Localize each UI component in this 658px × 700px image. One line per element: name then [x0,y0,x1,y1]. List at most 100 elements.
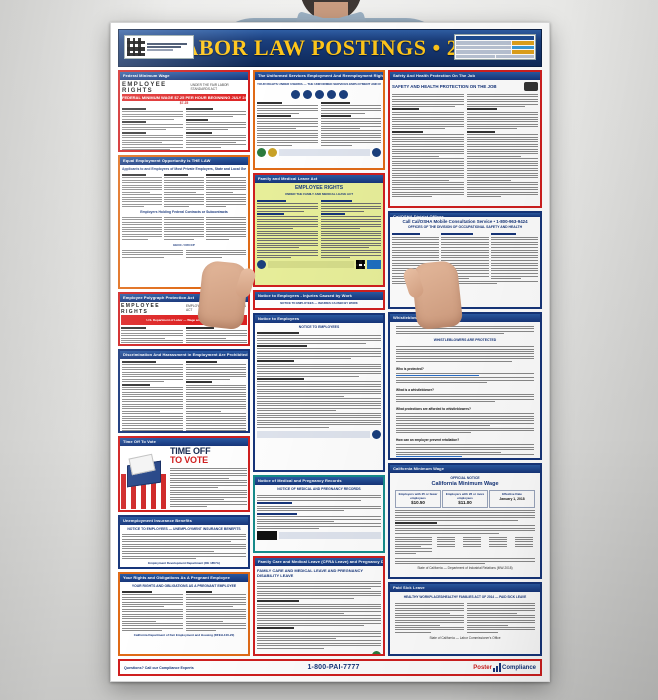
fmla-kicker: EMPLOYEE RIGHTS [294,185,344,191]
block-whistleblowers-are-protected: Whistleblowers Are Protected WHISTLEBLOW… [388,312,542,460]
paid-sick-leave-subtitle: HEALTHY WORKPLACES/HEALTHY FAMILIES ACT … [403,595,527,599]
vote-illustration [121,447,167,509]
whistleblowers-q4: How can an employer prevent retaliation? [396,438,460,443]
ui-agency: Employment Development Department (DE 18… [148,560,220,565]
block-header-safety-health: Safety And Health Protection On The Job [390,72,540,80]
poster-column-middle: The Uniformed Services Employment And Re… [253,70,385,656]
medical-records-subtitle: NOTICE OF MEDICAL AND PREGNANCY RECORDS [277,487,361,491]
block-header-time-off-to-vote: Time Off To Vote [120,438,248,446]
dfeh-seal-icon [372,650,381,654]
minimum-wage-table: Employers with 25 or fewer employees $10… [395,490,535,508]
block-header-medical-records: Notice of Medical and Pregnancy Records [255,477,383,485]
ca-minwage-title: California Minimum Wage [431,481,499,487]
block-federal-minimum-wage: Federal Minimum Wage EMPLOYEE RIGHTS UND… [118,70,250,152]
block-unemployment-insurance-benefits: Unemployment Insurance Benefits NOTICE T… [118,515,250,569]
kicker-employee-rights: EMPLOYEE RIGHTS [122,82,167,94]
block-header-notice-to-employees: Notice to Employees [255,315,383,323]
block-time-off-to-vote: Time Off To Vote TIME OFF TO VOTE [118,436,250,512]
whd-logo-icon [367,259,381,269]
vets-seal-icon [257,147,266,157]
compliance-certificate-box [454,34,536,60]
cal-osha-mark-icon [524,82,538,91]
posting-grid: Federal Minimum Wage EMPLOYEE RIGHTS UND… [118,70,542,656]
service-seal-coastguard-icon [338,90,348,99]
dol-seal-fmla-icon [257,259,266,269]
block-header-discrimination: Discrimination And Harassment in Employm… [120,351,248,359]
block-notice-medical-pregnancy-records: Notice of Medical and Pregnancy Records … [253,475,385,553]
ui-subtitle: NOTICE TO EMPLOYEES — UNEMPLOYMENT INSUR… [127,527,241,531]
fmla-kicker-sub: UNDER THE FAMILY AND MEDICAL LEAVE ACT [284,192,354,196]
labor-law-poster: LABOR LAW POSTINGS • 2018 Federal Minimu… [110,22,550,682]
block-header-cfra: Family Care and Medical Leave (CFRA Leav… [255,558,383,566]
userra-subtitle: YOUR RIGHTS UNDER USERRA — THE UNIFORMED… [257,82,381,86]
pregnancy-subtitle: YOUR RIGHTS AND OBLIGATIONS AS A PREGNAN… [131,584,237,588]
injuries-subtitle: NOTICE TO EMPLOYEES — INJURIES CAUSED BY… [280,301,358,305]
block-header-fmla: Family and Medical Leave Act [255,175,383,183]
brand-logo: Poster Compliance [473,663,536,672]
table-cell-small-employer: Employers with 25 or fewer employees $10… [395,490,441,508]
safety-health-subtitle: SAFETY AND HEALTH PROTECTION ON THE JOB [392,83,497,89]
block-header-paid-sick-leave: Paid Sick Leave [390,584,540,592]
block-header-unemployment-insurance: Unemployment Insurance Benefits [120,517,248,525]
minimum-wage-bar: FEDERAL MINIMUM WAGE $7.25 PER HOUR BEGI… [122,94,246,101]
poster-banner: LABOR LAW POSTINGS • 2018 [118,29,542,67]
block-header-federal-minimum-wage: Federal Minimum Wage [120,72,248,80]
whistleblowers-subtitle: WHISTLEBLOWERS ARE PROTECTED [433,338,497,343]
cal-osha-offices-title: OFFICES OF THE DIVISION OF OCCUPATIONAL … [407,225,523,229]
block-header-california-minimum-wage: California Minimum Wage [390,465,540,473]
cal-osha-phone-line: Call Cal/OSHA Mobile Consultation Servic… [402,219,528,224]
kicker-employee-rights-polygraph: EMPLOYEE RIGHTS [121,303,160,315]
block-header-cal-osha-offices: Cal/OSHA District Offices [390,213,540,217]
eeo-agency: EEOC / OFCCP [173,242,195,247]
poster-column-left: Federal Minimum Wage EMPLOYEE RIGHTS UND… [118,70,250,656]
qr-code-label [124,35,194,59]
qr-code-icon [127,38,145,56]
notice-subtitle: NOTICE TO EMPLOYEES [298,325,340,329]
block-header-polygraph: Employee Polygraph Protection Act [120,294,248,302]
footer-phone-number: 1-800-PAI-7777 [307,664,360,671]
ca-minwage-official-notice: OFFICIAL NOTICE [450,476,480,480]
block-cfra-pregnancy-disability-leave: Family Care and Medical Leave (CFRA Leav… [253,556,385,656]
poster-title: LABOR LAW POSTINGS • 2018 [167,35,493,60]
whistleblowers-q3: What protections are afforded to whistle… [396,407,471,412]
poster-column-right: Safety And Health Protection On The Job … [388,70,542,656]
brand-name-part-b: Compliance [501,664,536,671]
block-california-minimum-wage: California Minimum Wage OFFICIAL NOTICE … [388,463,542,579]
block-paid-sick-leave: Paid Sick Leave HEALTHY WORKPLACES/HEALT… [388,582,542,656]
block-safety-and-health-protection: Safety And Health Protection On The Job … [388,70,542,208]
poster-footer-contact-bar: Questions? Call our Compliance Experts 1… [118,659,542,676]
table-cell-effective-date: Effective Date January 1, 2018 [489,490,535,508]
cal-osha-logo-icon [257,531,277,541]
footer-left-text: Questions? Call our Compliance Experts [124,665,194,670]
paid-sick-leave-agency: State of California — Labor Commissioner… [429,635,501,640]
fmla-qr-icon [356,259,365,269]
service-seal-airforce-icon [314,90,324,99]
block-discrimination-and-harassment: Discrimination And Harassment in Employm… [118,349,250,433]
vote-headline-2: TO VOTE [170,455,208,465]
eeo-subtitle-2: Employers Holding Federal Contracts or S… [140,210,228,215]
block-header-whistleblowers: Whistleblowers Are Protected [390,314,540,322]
pregnancy-agency: California Department of Fair Employment… [133,633,235,638]
block-notice-to-employees-injuries: Notice to Employees - Injuries Caused by… [253,290,385,310]
block-header-pregnant-employee: Your Rights and Obligations As A Pregnan… [120,574,248,582]
cfra-subtitle: FAMILY CARE AND MEDICAL LEAVE AND PREGNA… [257,568,363,578]
whistleblowers-q2: What is a whistleblower? [396,388,434,393]
ca-minwage-agency: State of California — Department of Indu… [417,566,513,571]
polygraph-red-bar: U.S. Department of Labor — Wage and Hour… [121,315,247,325]
vote-headline-1: TIME OFF [170,446,211,456]
whistleblowers-q1: Who is protected? [396,366,424,371]
wage-amount: $7.25 [179,101,189,105]
block-header-eeo: Equal Employment Opportunity is THE LAW [120,157,248,165]
block-userra: The Uniformed Services Employment And Re… [253,70,385,170]
table-cell-large-employer: Employers with 26 or more employees $11.… [442,490,488,508]
brand-bars-icon [492,663,501,672]
service-seal-navy-icon [302,90,312,99]
block-header-injuries-caused-by-work: Notice to Employees - Injuries Caused by… [255,292,383,300]
brand-name-part-a: Poster [473,664,492,671]
block-family-and-medical-leave-act: Family and Medical Leave Act EMPLOYEE RI… [253,173,385,287]
service-seal-marines-icon [326,90,336,99]
barcode-text-lines [147,43,191,51]
block-pregnant-employee-rights: Your Rights and Obligations As A Pregnan… [118,572,250,656]
block-header-userra: The Uniformed Services Employment And Re… [255,72,383,80]
